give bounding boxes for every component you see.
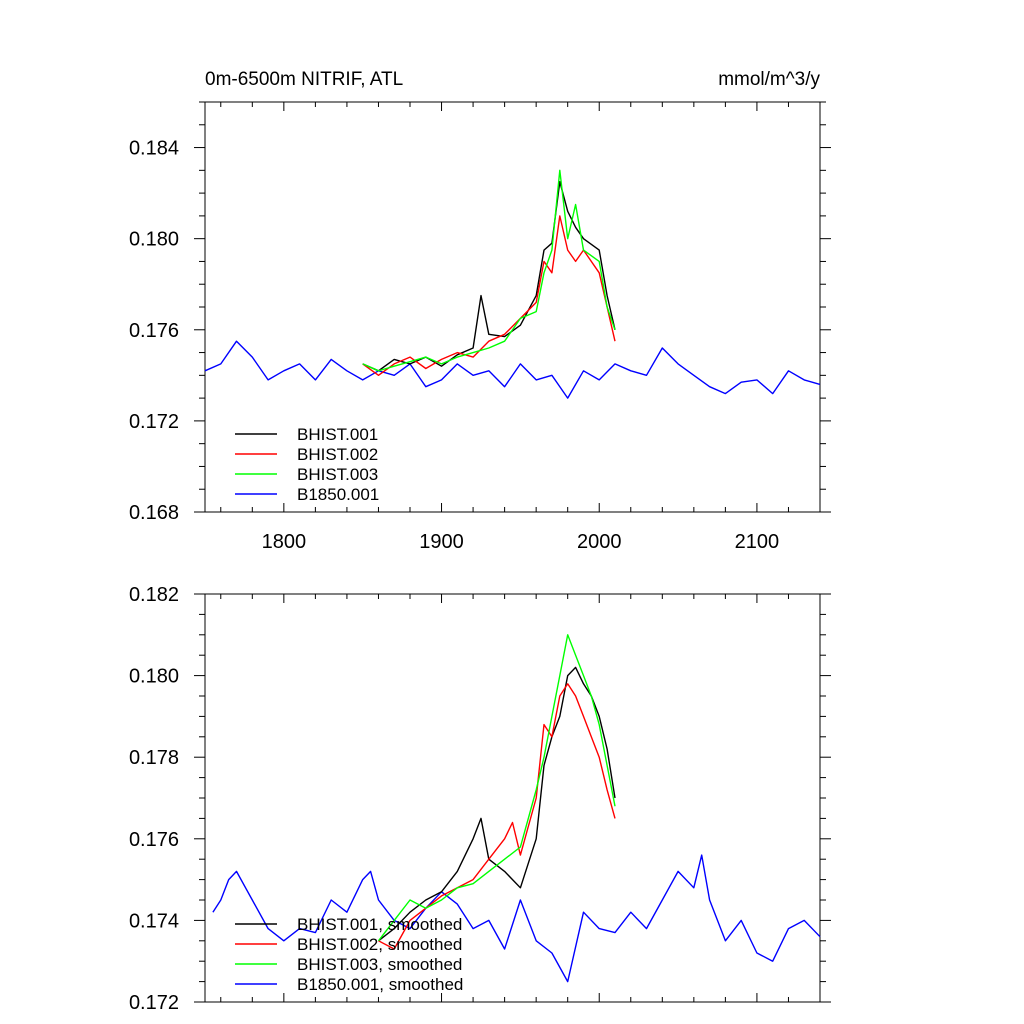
- series-line-b1850-001: [204, 340, 821, 399]
- y-tick-label: 0.180: [129, 229, 179, 251]
- legend-label: B1850.001: [297, 485, 379, 504]
- legend-label: BHIST.001, smoothed: [297, 915, 462, 934]
- y-tick-label: 0.182: [129, 584, 179, 606]
- legend-label: BHIST.001: [297, 425, 378, 444]
- series-line-bhist-003: [362, 169, 616, 372]
- x-tick-label: 1900: [419, 531, 464, 553]
- legend-label: B1850.001, smoothed: [297, 975, 463, 994]
- y-tick-label: 0.174: [129, 910, 179, 932]
- series-line-bhist-002: [362, 215, 616, 376]
- series-line-bhist-003-smoothed: [377, 634, 616, 942]
- x-tick-label: 1800: [262, 531, 307, 553]
- series-line-b1850-001-smoothed: [212, 854, 821, 983]
- chart-panel-1: 1800 1900 2000 2100 0.168 0.172 0.176 0.180 0.18…: [129, 69, 831, 553]
- legend-label: BHIST.002, smoothed: [297, 935, 462, 954]
- x-tick-label: 2100: [735, 531, 780, 553]
- y-tick-label: 0.176: [129, 829, 179, 851]
- y-tick-label: 0.180: [129, 666, 179, 688]
- x-tick-label: 2000: [577, 531, 622, 553]
- y-tick-label: 0.176: [129, 320, 179, 342]
- y-tick-label: 0.178: [129, 747, 179, 769]
- legend-label: BHIST.003: [297, 465, 378, 484]
- legend-label: BHIST.002: [297, 445, 378, 464]
- chart-panel-2: 0.172 0.174 0.176 0.178 0.180 0.182 BHIST.001,…: [129, 584, 831, 1014]
- y-tick-label: 0.184: [129, 138, 179, 160]
- series-line-bhist-002-smoothed: [378, 683, 616, 950]
- y-tick-label: 0.168: [129, 502, 179, 524]
- legend-label: BHIST.003, smoothed: [297, 955, 462, 974]
- series-line-bhist-001-smoothed: [378, 666, 616, 942]
- units-label: mmol/m^3/y: [718, 69, 820, 90]
- y-tick-label: 0.172: [129, 992, 179, 1014]
- y-tick-label: 0.172: [129, 411, 179, 433]
- chart-title: 0m-6500m NITRIF, ATL: [205, 69, 403, 90]
